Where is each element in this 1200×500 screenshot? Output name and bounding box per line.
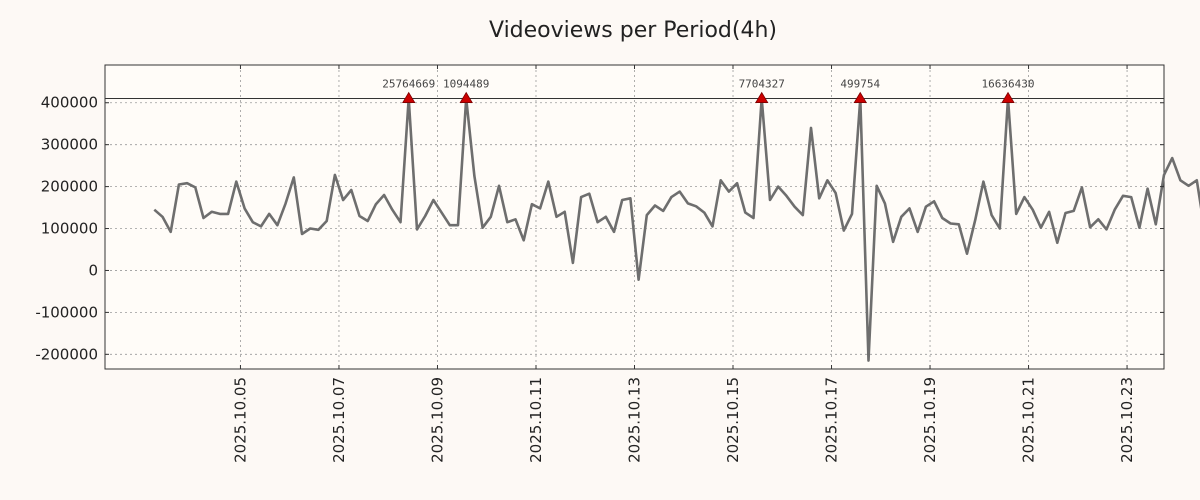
grid-lines [105, 65, 1164, 369]
x-tick-label: 2025.10.07 [330, 377, 348, 463]
x-tick-label: 2025.10.17 [823, 377, 841, 463]
peak-markers-group: 25764669 1094489 7704327 499754 16636430 [382, 78, 1035, 103]
peak-label: 1094489 [443, 78, 489, 91]
y-tick-label: -100000 [35, 303, 98, 321]
y-tick-label: 0 [88, 261, 98, 279]
y-tick-label: 400000 [41, 94, 98, 112]
y-tick-label: 100000 [41, 220, 98, 238]
y-axis: -200000 -100000 0 100000 200000 300000 400000 [35, 94, 1164, 363]
series-group [153, 97, 1200, 362]
peak-marker [755, 91, 769, 103]
y-tick-label: 300000 [41, 136, 98, 154]
x-tick-label: 2025.10.23 [1118, 377, 1136, 463]
peak-marker [853, 91, 867, 103]
y-tick-label: -200000 [35, 345, 98, 363]
x-tick-label: 2025.10.21 [1020, 377, 1038, 463]
x-tick-label: 2025.10.13 [626, 377, 644, 463]
peak-label: 499754 [840, 78, 880, 91]
peak-marker [459, 91, 473, 103]
series-line-videoviews [153, 97, 1200, 362]
x-tick-label: 2025.10.09 [428, 377, 446, 463]
peak-marker [402, 91, 416, 103]
x-tick-label: 2025.10.15 [724, 377, 742, 463]
peak-label: 16636430 [982, 78, 1035, 91]
chart-title: Videoviews per Period(4h) [489, 18, 777, 43]
x-tick-label: 2025.10.11 [527, 377, 545, 463]
y-tick-label: 200000 [41, 178, 98, 196]
peak-marker [1001, 91, 1015, 103]
x-axis: 2025.10.05 2025.10.07 2025.10.09 2025.10.11… [231, 65, 1136, 463]
peak-label: 7704327 [739, 78, 785, 91]
peak-label: 25764669 [382, 78, 435, 91]
x-tick-label: 2025.10.05 [231, 377, 249, 463]
x-tick-label: 2025.10.19 [921, 377, 939, 463]
